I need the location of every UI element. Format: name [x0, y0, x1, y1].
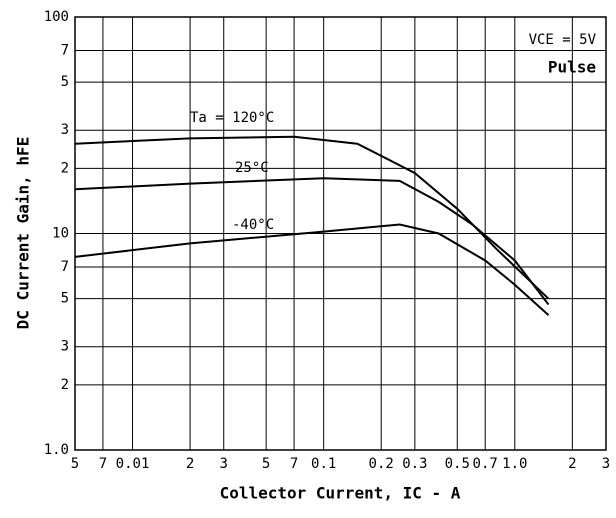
- x-tick-label: 7: [99, 456, 107, 472]
- x-tick-label: 2: [186, 456, 194, 472]
- x-tick-label: 0.2: [369, 456, 394, 472]
- x-tick-label: 5: [71, 456, 79, 472]
- series-line: [74, 177, 550, 306]
- series-label: Ta = 120°C: [190, 110, 274, 126]
- x-tick-label: 1.0: [502, 456, 527, 472]
- x-tick-label: 7: [290, 456, 298, 472]
- x-tick-label: 3: [220, 456, 228, 472]
- y-tick-label: 2: [61, 160, 69, 176]
- y-tick-label: 1.0: [44, 442, 69, 458]
- series-label: -40°C: [232, 217, 274, 233]
- y-tick-label: 7: [61, 259, 69, 275]
- y-tick-label: 2: [61, 377, 69, 393]
- y-tick-label: 3: [61, 122, 69, 138]
- x-tick-label: 0.3: [402, 456, 427, 472]
- y-tick-label: 100: [44, 9, 69, 25]
- x-axis-label: Collector Current, IC - A: [220, 484, 461, 503]
- x-tick-label: 5: [262, 456, 270, 472]
- y-tick-label: 5: [61, 291, 69, 307]
- y-tick-label: 3: [61, 339, 69, 355]
- x-tick-label: 0.01: [116, 456, 150, 472]
- y-tick-label: 5: [61, 74, 69, 90]
- x-tick-label: 0.1: [311, 456, 336, 472]
- y-tick-label: 10: [52, 226, 69, 242]
- series-line: [74, 223, 550, 316]
- x-tick-label: 0.5: [445, 456, 470, 472]
- y-axis-label: DC Current Gain, hFE: [14, 137, 33, 330]
- series-label: 25°C: [235, 160, 269, 176]
- x-tick-label: 3: [602, 456, 610, 472]
- annotation: VCE = 5V: [529, 32, 597, 48]
- x-tick-label: 0.7: [473, 456, 498, 472]
- x-tick-label: 2: [568, 456, 576, 472]
- y-tick-label: 7: [61, 43, 69, 59]
- series-line: [74, 135, 550, 300]
